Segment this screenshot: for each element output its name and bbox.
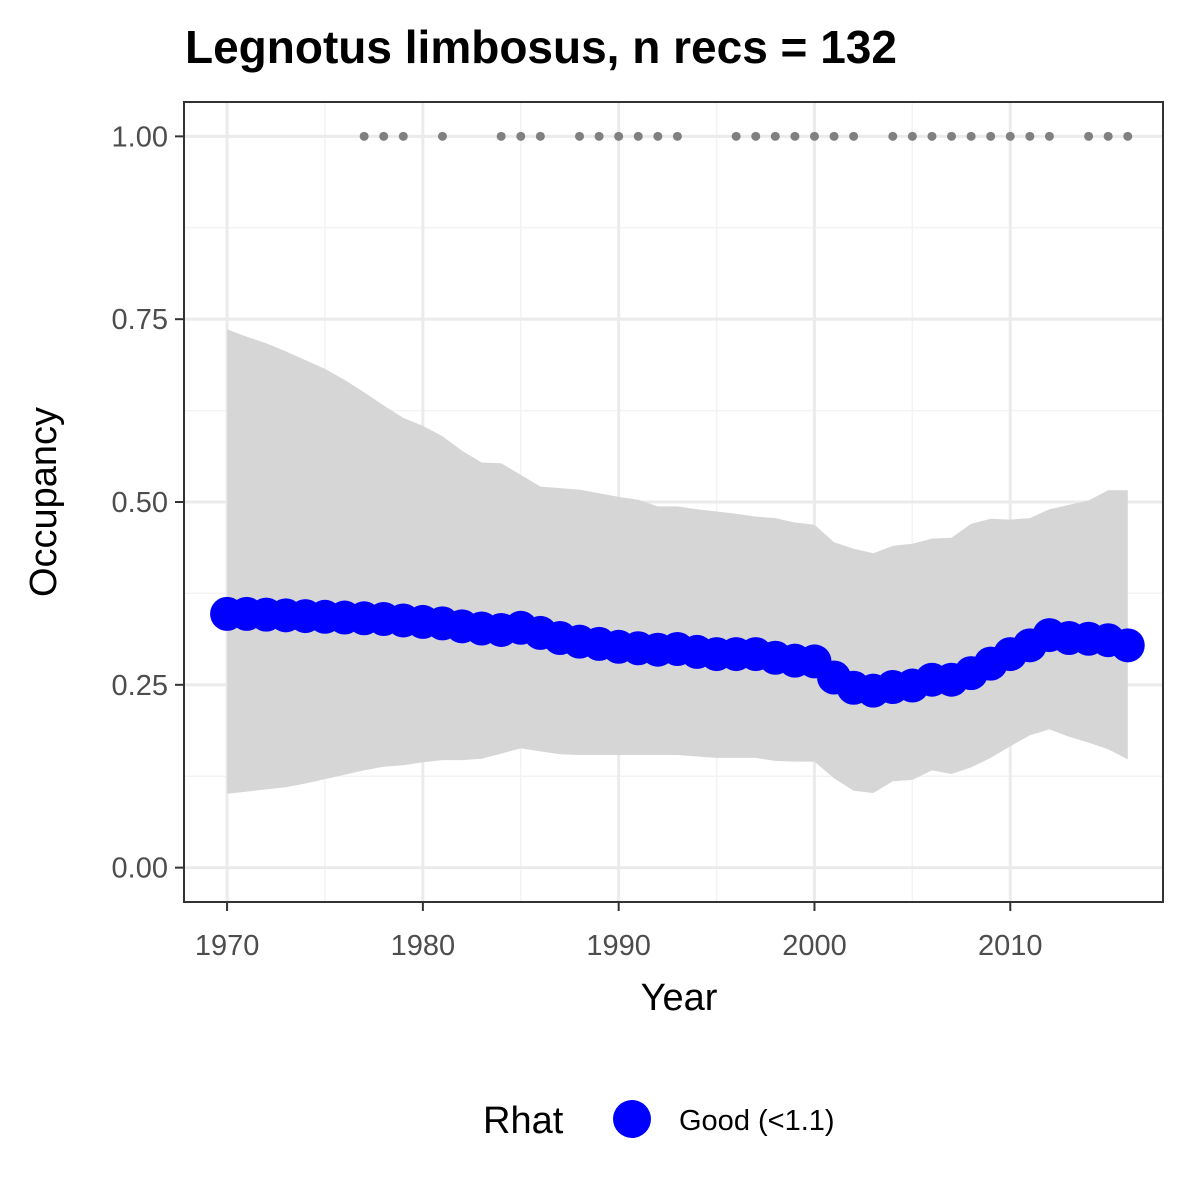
record-point xyxy=(536,132,545,141)
record-point xyxy=(595,132,604,141)
record-point xyxy=(575,132,584,141)
x-tick-label: 2000 xyxy=(782,930,847,962)
record-point xyxy=(653,132,662,141)
y-tick-label: 0.50 xyxy=(112,487,168,519)
record-point xyxy=(830,132,839,141)
x-tick-label: 2010 xyxy=(978,930,1043,962)
record-point xyxy=(634,132,643,141)
y-tick-label: 0.25 xyxy=(112,670,168,702)
record-point xyxy=(947,132,956,141)
y-tick-label: 1.00 xyxy=(112,121,168,153)
record-point xyxy=(1123,132,1132,141)
record-point xyxy=(1084,132,1093,141)
record-point xyxy=(751,132,760,141)
record-point xyxy=(497,132,506,141)
record-point xyxy=(399,132,408,141)
y-tick-label: 0.75 xyxy=(112,304,168,336)
record-point xyxy=(732,132,741,141)
data-point xyxy=(1111,628,1145,662)
record-point xyxy=(771,132,780,141)
record-point xyxy=(614,132,623,141)
record-point xyxy=(1025,132,1034,141)
record-point xyxy=(908,132,917,141)
record-point xyxy=(790,132,799,141)
y-axis-title: Occupancy xyxy=(23,407,65,597)
record-point xyxy=(516,132,525,141)
record-point xyxy=(888,132,897,141)
record-point xyxy=(986,132,995,141)
record-point xyxy=(849,132,858,141)
record-point xyxy=(379,132,388,141)
record-point xyxy=(438,132,447,141)
legend-label-good: Good (<1.1) xyxy=(679,1105,835,1137)
y-tick-label: 0.00 xyxy=(112,853,168,885)
x-tick-label: 1980 xyxy=(391,930,456,962)
record-point xyxy=(1045,132,1054,141)
legend-key-good xyxy=(613,1100,651,1138)
record-point xyxy=(360,132,369,141)
x-tick-label: 1970 xyxy=(195,930,260,962)
record-point xyxy=(1006,132,1015,141)
record-point xyxy=(1104,132,1113,141)
record-point xyxy=(967,132,976,141)
record-point xyxy=(673,132,682,141)
chart-title: Legnotus limbosus, n recs = 132 xyxy=(185,21,897,73)
legend-title: Rhat xyxy=(483,1100,564,1142)
x-tick-label: 1990 xyxy=(586,930,651,962)
record-point xyxy=(810,132,819,141)
x-axis-title: Year xyxy=(641,977,718,1019)
record-point xyxy=(927,132,936,141)
